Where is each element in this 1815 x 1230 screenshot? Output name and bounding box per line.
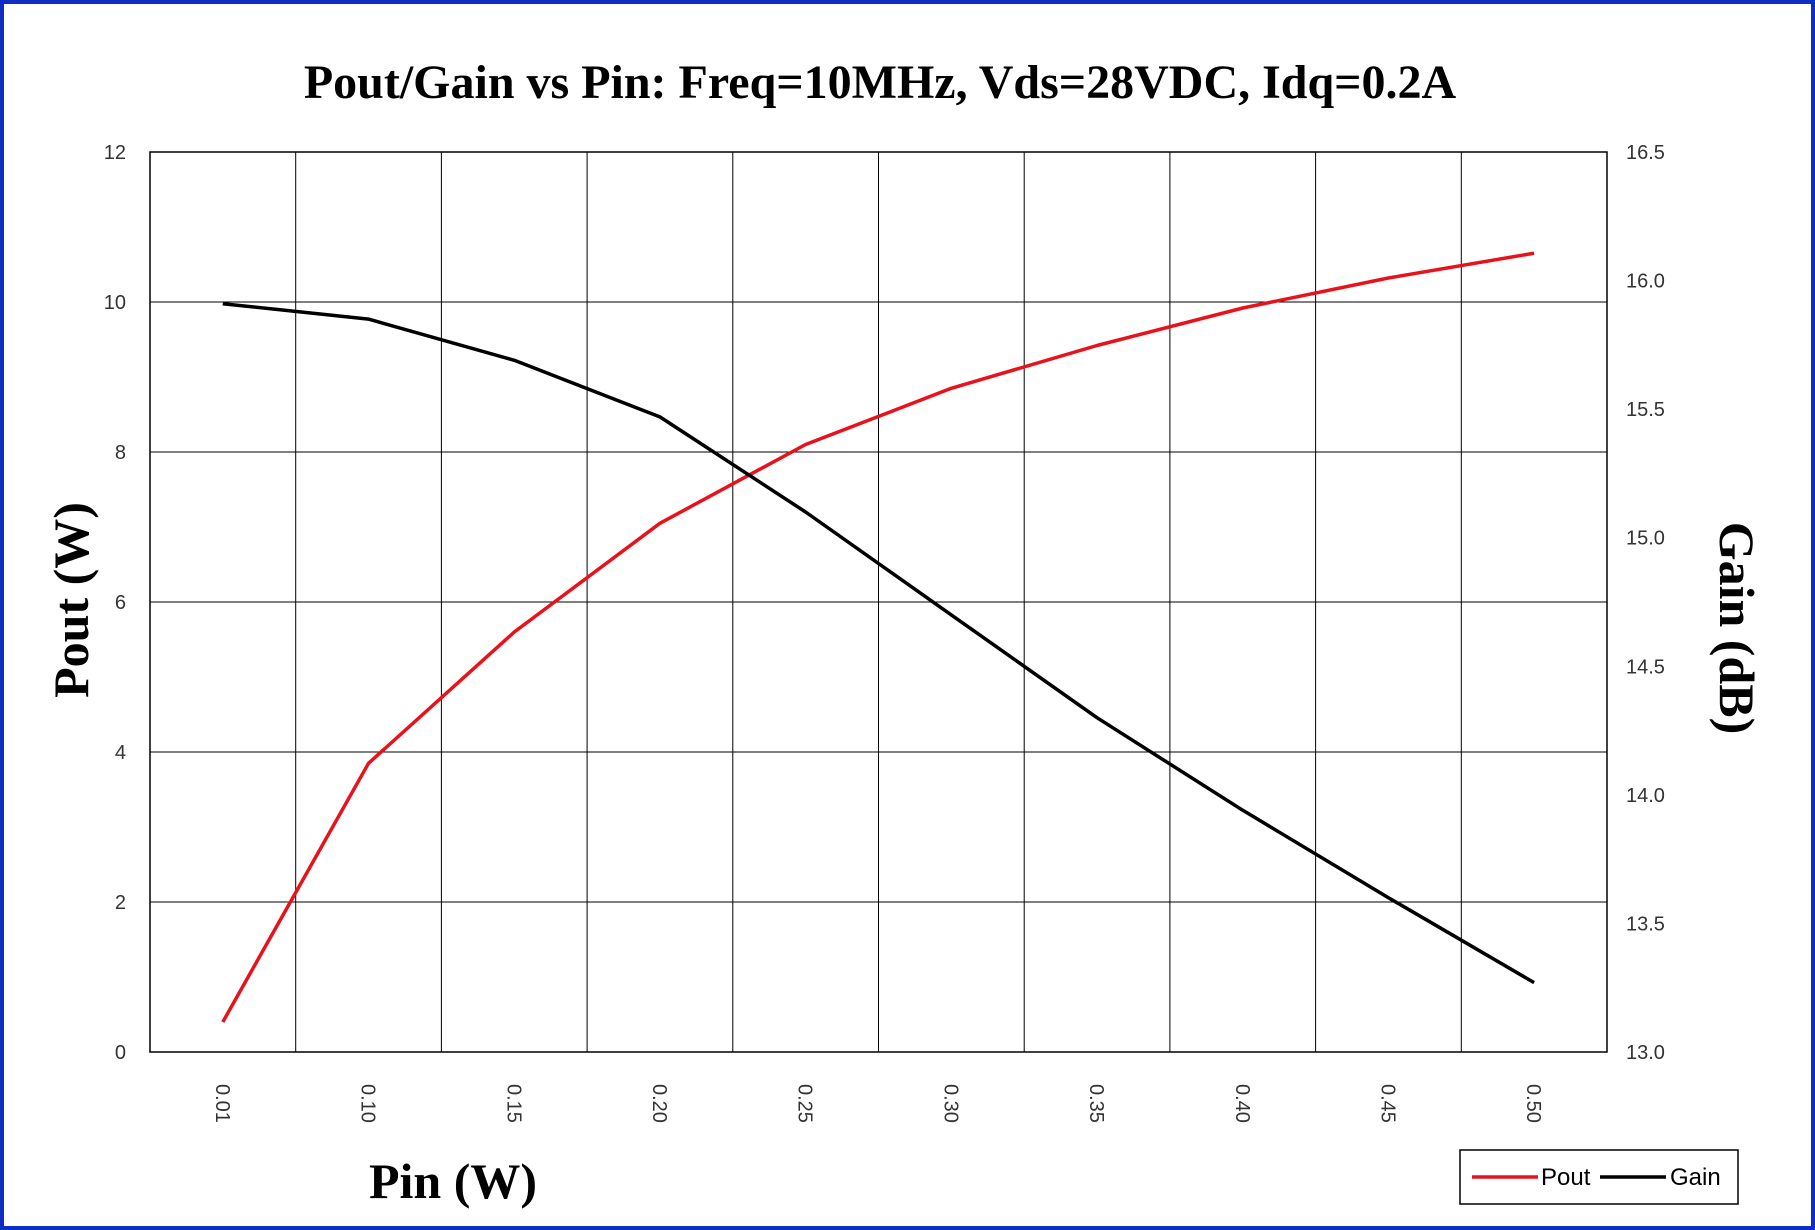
y2-tick-label: 13.5 [1626,913,1665,935]
series-line-gain [222,301,1535,985]
x-tick-label: 0.40 [1231,1084,1253,1123]
chart-title: Pout/Gain vs Pin: Freq=10MHz, Vds=28VDC,… [304,56,1457,109]
y-tick-label: 4 [115,742,126,764]
y-tick-label: 8 [115,442,126,464]
y2-tick-label: 14.5 [1626,656,1665,678]
right-axis-ticks: 13.0 13.5 14.0 14.5 15.0 15.5 16.0 16.5 [1626,142,1665,1064]
x-axis-ticks: 0.01 0.10 0.15 0.20 0.25 0.30 0.35 0.40 0.45 0.50 [211,1084,1544,1123]
x-tick-label: 0.35 [1085,1084,1107,1123]
left-axis-ticks: 0 2 4 6 8 10 12 [104,142,126,1064]
y2-tick-label: 15.5 [1626,399,1665,421]
y2-tick-label: 15.0 [1626,528,1665,550]
y2-tick-label: 14.0 [1626,785,1665,807]
y2-tick-label: 16.0 [1626,271,1665,293]
x-tick-label: 0.15 [502,1084,524,1123]
plot-border [149,151,1608,1053]
y-tick-label: 12 [104,142,126,164]
y-axis-title: Pout (W) [43,502,99,698]
x-tick-label: 0.25 [794,1084,816,1123]
x-tick-label: 0.50 [1522,1084,1544,1123]
y-tick-label: 2 [115,892,126,914]
y2-tick-label: 16.5 [1626,142,1665,164]
y-tick-label: 6 [115,592,126,614]
series-line-pout [221,251,1535,1023]
legend-label-gain: Gain [1670,1164,1721,1191]
x-tick-label: 0.10 [357,1084,379,1123]
y-tick-label: 10 [104,292,126,314]
legend-label-pout: Pout [1541,1164,1591,1191]
x-tick-label: 0.30 [939,1084,961,1123]
grid [150,151,1607,1053]
x-tick-label: 0.01 [211,1084,233,1123]
legend: Pout Gain [1459,1149,1739,1205]
series-lines [221,251,1535,1023]
x-tick-label: 0.45 [1376,1084,1398,1123]
x-tick-label: 0.20 [648,1084,670,1123]
y2-axis-title: Gain (dB) [1709,522,1765,735]
x-axis-title: Pin (W) [369,1153,537,1209]
y2-tick-label: 13.0 [1626,1042,1665,1064]
y-tick-label: 0 [115,1042,126,1064]
